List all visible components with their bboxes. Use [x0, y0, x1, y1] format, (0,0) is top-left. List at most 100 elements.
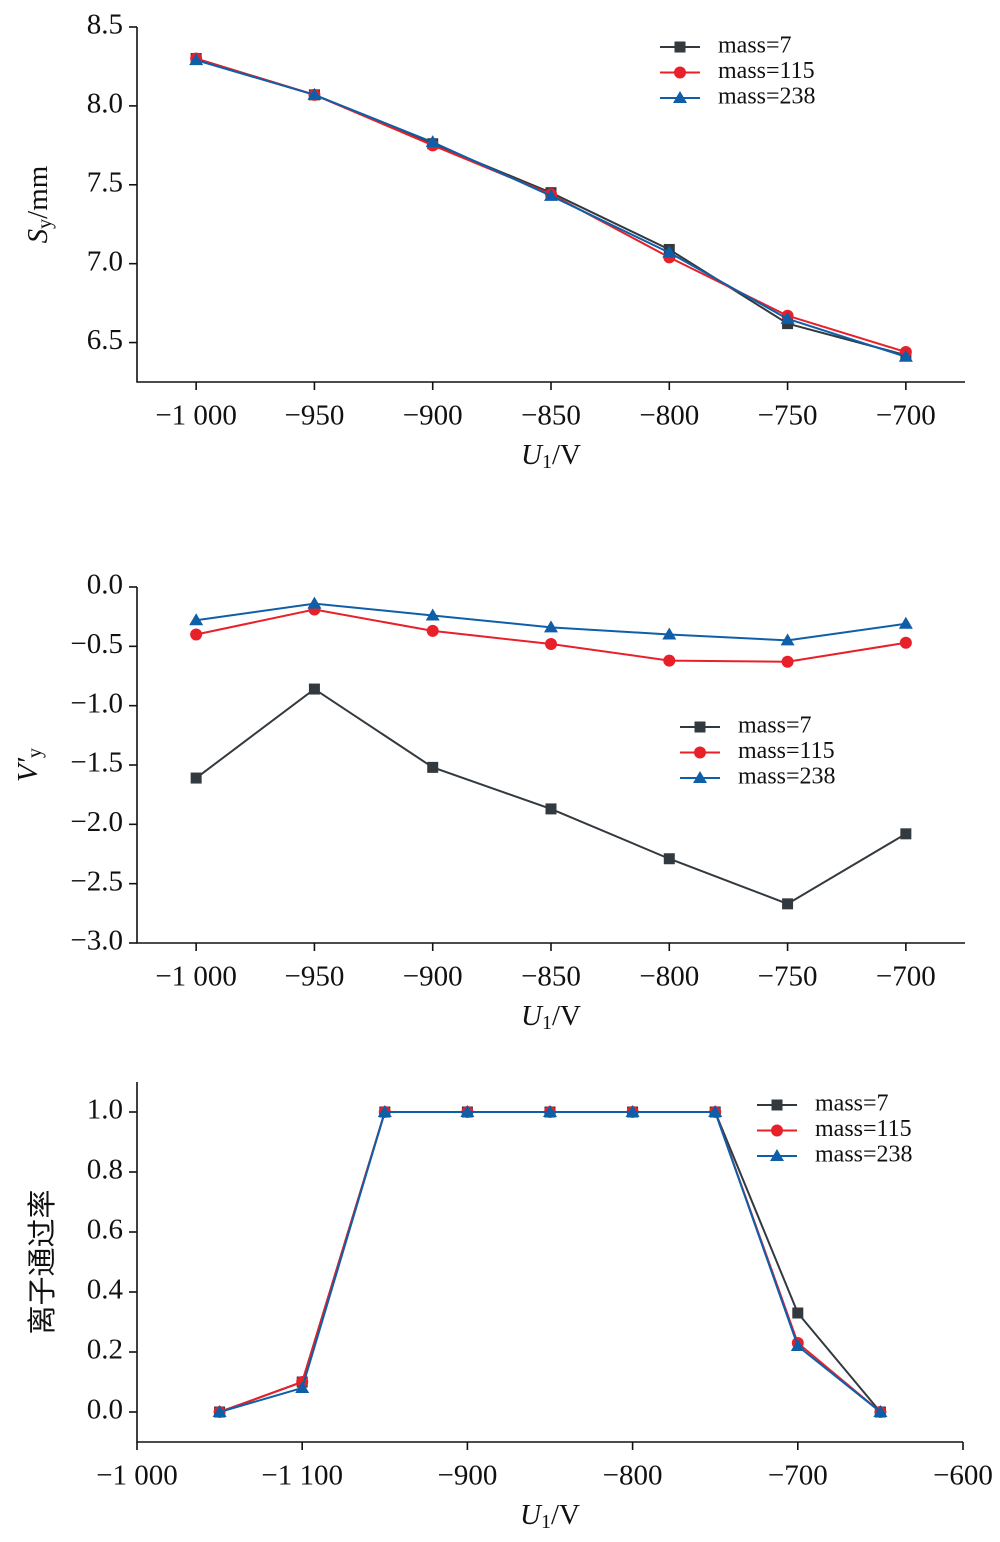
label-part: 离子通过率 [26, 1189, 59, 1334]
y-tick-label: 6.5 [87, 324, 123, 356]
marker [771, 1099, 783, 1111]
marker [694, 746, 706, 759]
marker [545, 637, 557, 650]
marker [900, 828, 912, 840]
marker [460, 1105, 475, 1117]
marker [545, 803, 557, 815]
y-tick-label: 0.0 [87, 1394, 123, 1426]
label-part: 1 [542, 1012, 552, 1034]
marker [663, 654, 676, 667]
legend-label: mass=7 [815, 1091, 889, 1117]
marker [694, 721, 706, 733]
x-tick-label: −900 [437, 1460, 497, 1492]
y-axis-label: V′y [12, 748, 46, 782]
x-tick-label: −700 [876, 400, 936, 432]
y-tick-label: −2.0 [70, 806, 123, 838]
legend-label: mass=238 [738, 764, 836, 790]
y-tick-label: 0.0 [87, 569, 123, 601]
x-tick-label: −750 [758, 961, 818, 993]
marker [899, 636, 912, 649]
x-axis-label: U1/V [521, 439, 581, 473]
label-part: 1 [542, 451, 552, 473]
marker [625, 1105, 640, 1117]
marker [427, 761, 439, 773]
legend-label: mass=115 [738, 738, 835, 764]
y-tick-label: 7.5 [87, 166, 123, 198]
label-part: /mm [22, 165, 54, 219]
marker [674, 66, 686, 79]
marker [782, 898, 794, 910]
marker [708, 1105, 723, 1117]
x-tick-label: −800 [603, 1460, 663, 1492]
legend-label: mass=115 [815, 1116, 912, 1142]
marker [693, 771, 707, 783]
x-tick-label: −700 [768, 1460, 828, 1492]
x-tick-label: −950 [284, 961, 344, 993]
x-tick-label: −1 000 [155, 400, 237, 432]
label-part: U [521, 439, 544, 471]
marker [425, 135, 440, 148]
x-tick-label: −700 [876, 961, 936, 993]
legend-label: mass=7 [718, 33, 792, 59]
x-tick-label: −850 [521, 400, 581, 432]
y-axis-label: 离子通过率 [26, 1189, 59, 1334]
label-part: y [34, 219, 56, 229]
marker [544, 620, 558, 633]
x-tick-label: −950 [284, 400, 344, 432]
x-tick-label: −1 100 [261, 1460, 343, 1492]
x-axis-label: U1/V [521, 1000, 581, 1034]
x-tick-label: −1 000 [96, 1460, 178, 1492]
marker [295, 1381, 310, 1393]
legend-label: mass=238 [718, 84, 816, 110]
x-tick-label: −850 [521, 961, 581, 993]
y-tick-label: −1.0 [70, 687, 123, 719]
marker [426, 624, 439, 637]
marker [189, 53, 204, 66]
label-part: /V [552, 1000, 581, 1032]
marker [873, 1405, 888, 1417]
x-tick-label: −800 [639, 961, 699, 993]
axes [136, 27, 965, 383]
label-part: /V [551, 1499, 580, 1531]
y-tick-label: 0.4 [87, 1274, 124, 1306]
marker [898, 349, 913, 362]
y-tick-label: 7.0 [87, 245, 123, 277]
x-tick-label: −800 [639, 400, 699, 432]
marker [308, 683, 320, 695]
label-part: V′ [12, 757, 44, 782]
marker [780, 311, 795, 324]
y-tick-label: 8.5 [87, 9, 123, 41]
marker [898, 616, 913, 629]
x-axis-label: U1/V [520, 1499, 580, 1533]
marker [790, 1339, 805, 1351]
y-tick-label: 0.2 [87, 1334, 123, 1366]
marker [792, 1307, 804, 1319]
y-tick-label: 0.6 [87, 1214, 123, 1246]
marker [190, 772, 202, 784]
y-tick-label: −2.5 [70, 865, 123, 897]
marker [307, 87, 322, 100]
marker [212, 1405, 227, 1417]
y-axis-label: Sy/mm [22, 165, 56, 243]
x-tick-label: −600 [933, 1460, 993, 1492]
label-part: 1 [541, 1511, 551, 1533]
marker [190, 628, 203, 641]
marker [662, 245, 677, 258]
y-tick-label: 0.8 [87, 1154, 123, 1186]
y-tick-label: 1.0 [87, 1094, 123, 1126]
y-tick-label: −1.5 [70, 747, 123, 779]
marker [781, 655, 794, 668]
label-part: U [521, 1000, 544, 1032]
label-part: y [24, 748, 46, 758]
marker [543, 1105, 557, 1117]
marker [662, 627, 677, 640]
marker [771, 1124, 783, 1137]
legend-label: mass=238 [815, 1142, 913, 1168]
legend-label: mass=7 [738, 713, 812, 739]
label-part: S [22, 228, 54, 243]
marker [425, 608, 440, 621]
marker [674, 41, 686, 53]
x-tick-label: −1 000 [155, 961, 237, 993]
series-line [195, 608, 907, 663]
